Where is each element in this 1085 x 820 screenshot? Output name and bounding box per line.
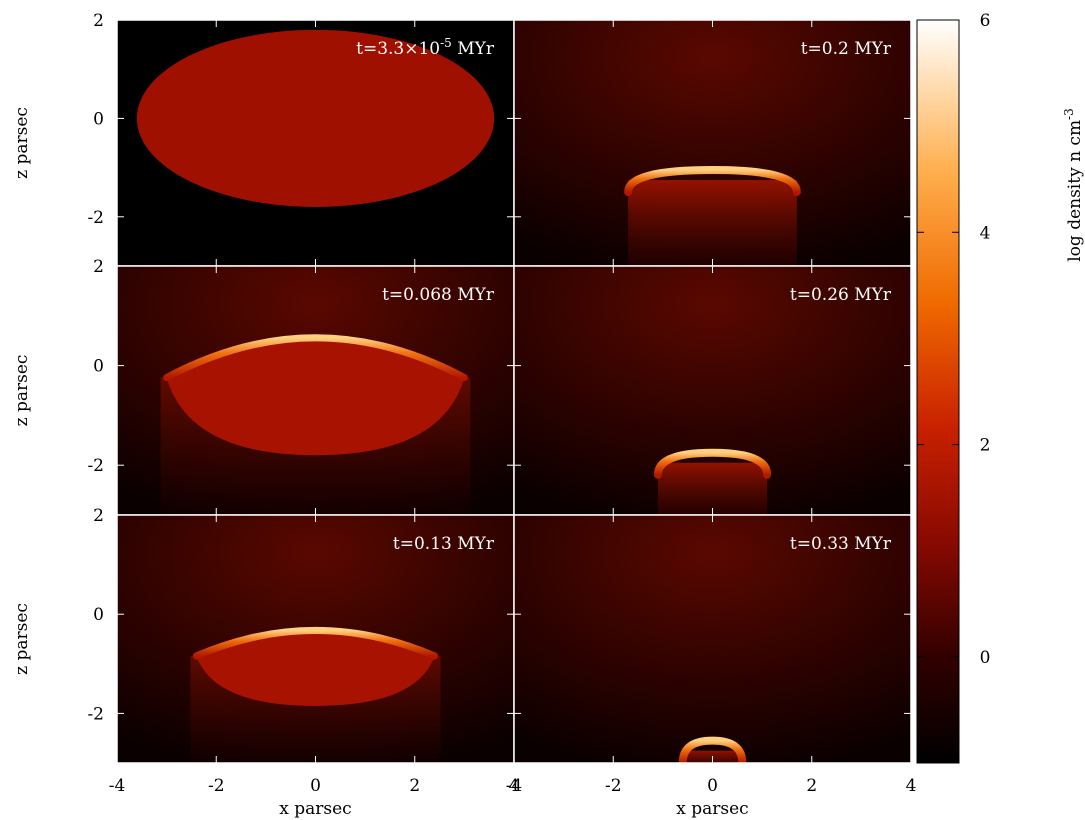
- y-tick-label: -2: [87, 456, 104, 476]
- x-tick-label: 0: [310, 776, 321, 796]
- x-tick-label: -2: [208, 776, 225, 796]
- shock-shell: [163, 334, 468, 382]
- y-tick-label: 0: [93, 109, 104, 129]
- shock-shell: [653, 448, 772, 479]
- time-label: t=0.13 MYr: [393, 534, 495, 554]
- panel-p5: [117, 515, 514, 763]
- colorbar: 6 4 2 0 log density n cm-3: [916, 11, 1085, 764]
- shock-shell: [192, 626, 439, 660]
- y-axis-label: z parsec: [12, 107, 32, 179]
- panel-p1: [117, 20, 514, 266]
- y-axis-label: z parsec: [12, 603, 32, 675]
- shock-shell: [678, 736, 747, 763]
- y-axis-label: z parsec: [12, 355, 32, 427]
- y-tick-label: 2: [93, 11, 104, 31]
- shock-shell: [624, 166, 801, 197]
- x-tick-label: 2: [806, 776, 817, 796]
- panel-background: [514, 515, 911, 763]
- y-tick-label: -2: [87, 704, 104, 724]
- x-tick-label: -4: [506, 776, 523, 796]
- colorbar-ticks: 6 4 2 0: [917, 11, 990, 668]
- cloud-tail: [628, 180, 797, 266]
- colorbar-label: log density n cm-3: [1062, 108, 1085, 262]
- panel-p6: [514, 515, 911, 763]
- time-label: t=0.2 MYr: [801, 39, 892, 59]
- x-axis-label: x parsec: [279, 799, 351, 819]
- colorbar-tick-label: 4: [980, 223, 991, 243]
- time-label: t=0.33 MYr: [790, 534, 892, 554]
- x-tick-label: 0: [707, 776, 718, 796]
- panel-p4: [514, 266, 911, 515]
- colorbar-tick-label: 2: [980, 436, 991, 456]
- x-tick-label: 2: [409, 776, 420, 796]
- x-tick-label: -2: [605, 776, 622, 796]
- y-tick-label: 2: [93, 257, 104, 277]
- colorbar-gradient: [916, 19, 960, 764]
- cloud: [136, 29, 495, 207]
- y-tick-label: 0: [93, 605, 104, 625]
- cloud: [196, 630, 435, 706]
- time-label: t=0.068 MYr: [382, 285, 495, 305]
- axes-labels: 2 0 -2 z parsec 2 0 -2 z parsec 2 0 -2 z parsec -4 -2…: [12, 11, 916, 819]
- panel-grid: t=3.3×10-5 MYr t=0.2 MYr t=0.068 MYr t=0.26…: [116, 19, 912, 764]
- x-axis-label: x parsec: [676, 799, 748, 819]
- x-tick-label: -4: [109, 776, 126, 796]
- x-tick-label: 4: [509, 776, 520, 796]
- y-tick-label: -2: [87, 208, 104, 228]
- cloud: [166, 337, 465, 456]
- x-tick-label: 4: [906, 776, 917, 796]
- cloud-tail: [657, 462, 768, 515]
- panel-p3: [117, 266, 514, 515]
- y-tick-label: 2: [93, 506, 104, 526]
- y-tick-label: 0: [93, 357, 104, 377]
- colorbar-tick-label: 0: [980, 648, 991, 668]
- time-label: t=0.26 MYr: [790, 285, 892, 305]
- time-label: t=3.3×10-5 MYr: [356, 36, 495, 59]
- panel-p2: [514, 20, 911, 266]
- colorbar-tick-label: 6: [980, 11, 991, 31]
